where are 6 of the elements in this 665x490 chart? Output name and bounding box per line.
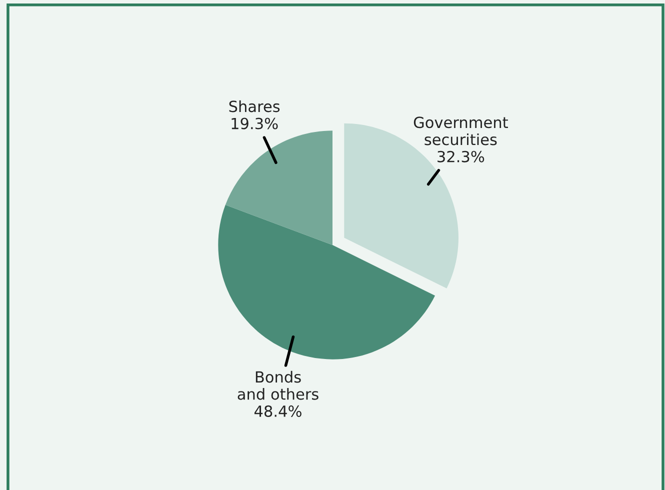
slice-label: Bonds and others	[238, 370, 318, 400]
slice-label: Shares	[229, 100, 280, 112]
slice-label: Government securities	[414, 116, 508, 146]
data-label: 19.3%	[232, 118, 278, 130]
data-label: 48.4%	[254, 405, 302, 417]
data-label: 32.3%	[438, 150, 484, 162]
